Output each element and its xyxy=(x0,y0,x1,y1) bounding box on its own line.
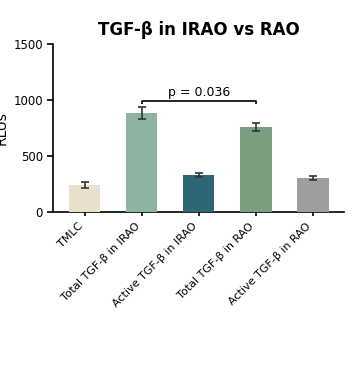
Bar xyxy=(69,185,100,212)
Bar xyxy=(297,177,329,212)
Bar xyxy=(240,127,272,212)
Bar xyxy=(183,175,214,212)
Bar xyxy=(126,113,157,212)
Text: p = 0.036: p = 0.036 xyxy=(168,86,230,99)
Y-axis label: RLUs: RLUs xyxy=(0,111,9,145)
Title: TGF-β in IRAO vs RAO: TGF-β in IRAO vs RAO xyxy=(98,22,300,39)
